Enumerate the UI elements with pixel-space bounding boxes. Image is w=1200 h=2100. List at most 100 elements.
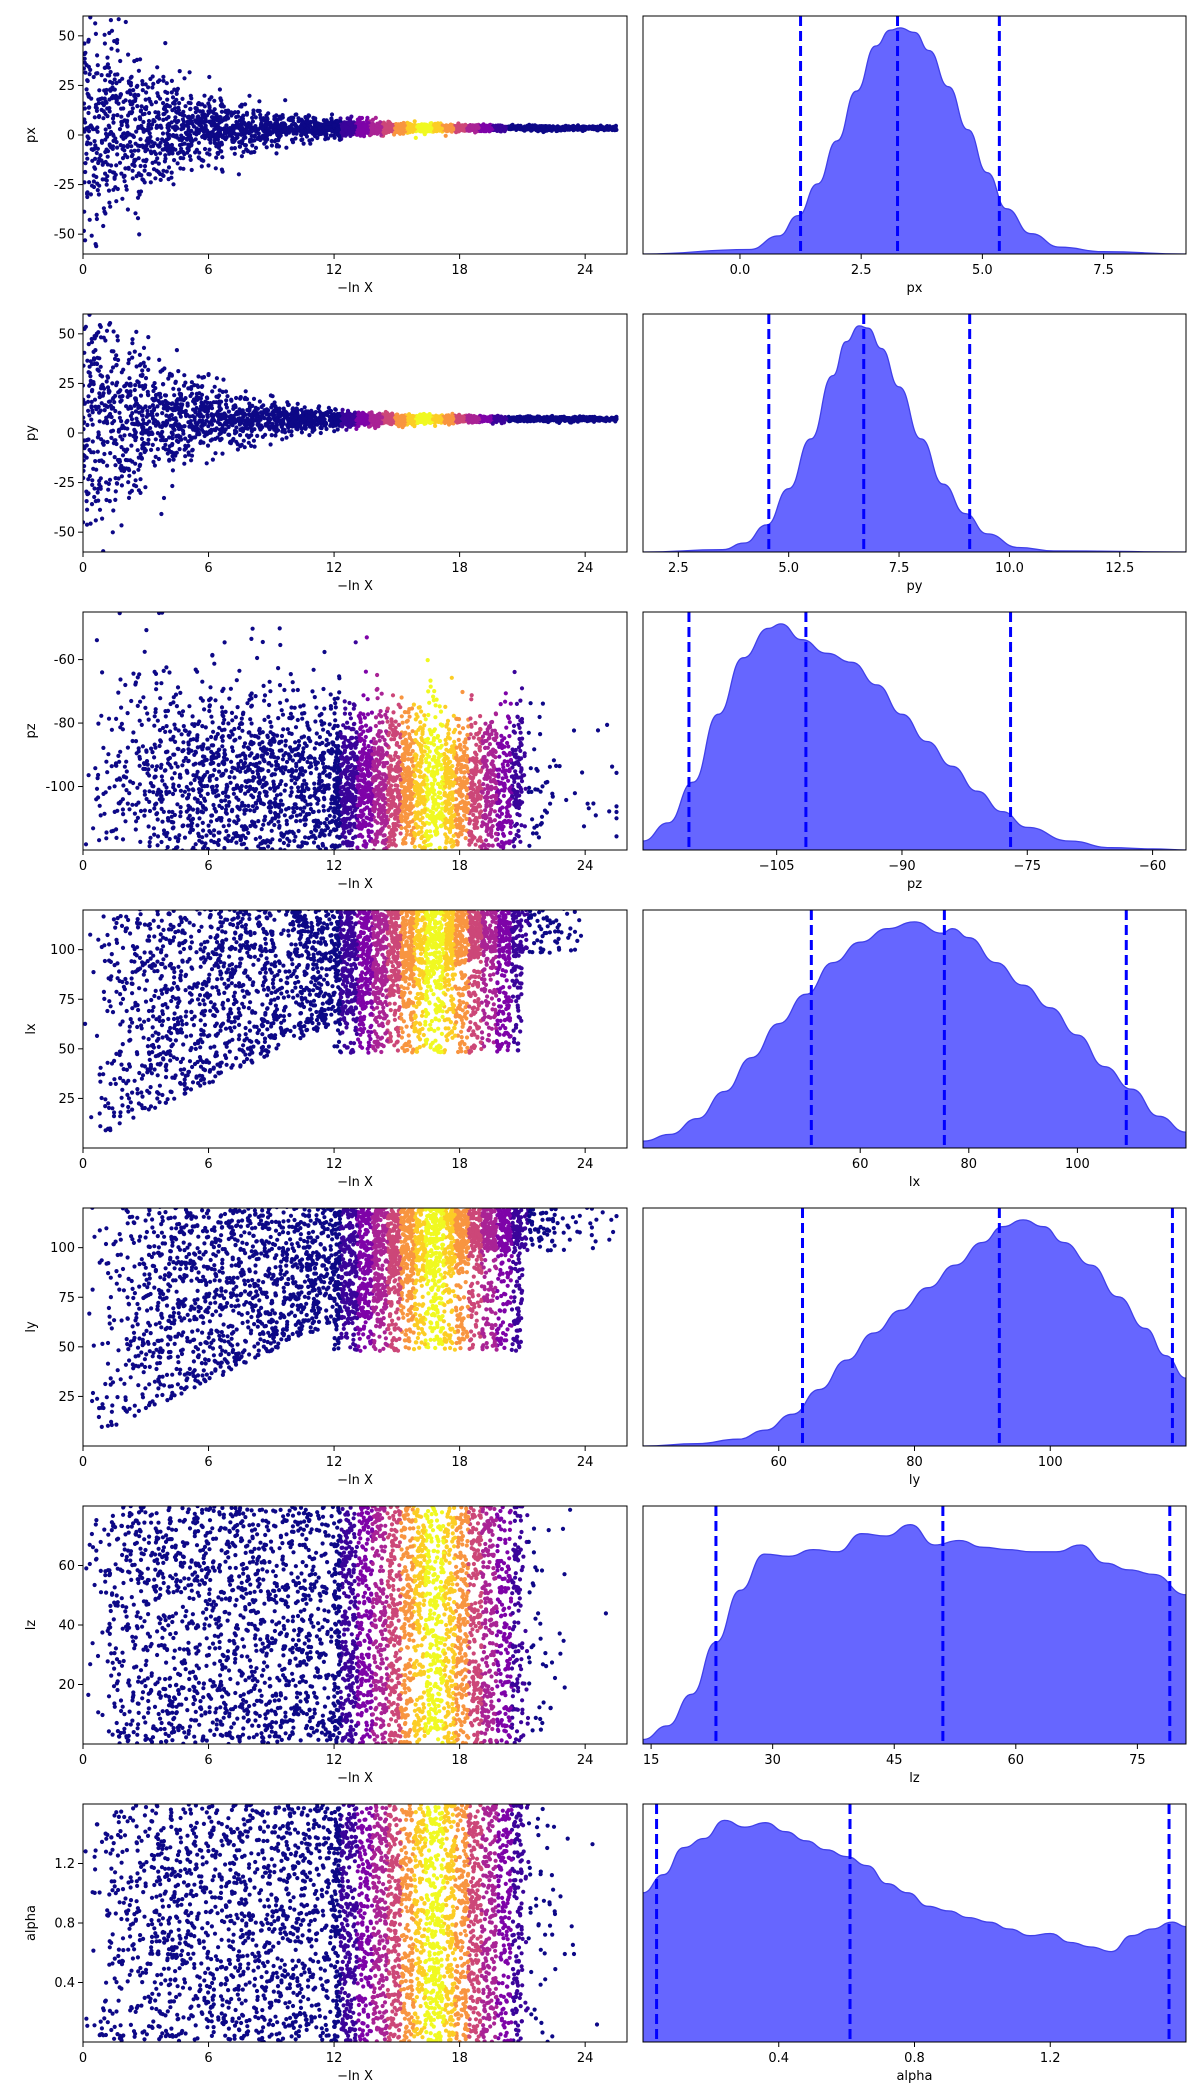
scatter-point [133,141,138,146]
scatter-point [236,172,241,177]
scatter-point [132,163,137,168]
scatter-point [83,66,86,71]
scatter-point [279,122,284,127]
scatter-point [127,376,132,381]
scatter-point [158,140,163,145]
scatter-point [114,100,119,105]
scatter-point [130,176,135,181]
scatter-point [112,400,117,405]
scatter-point [147,138,152,143]
scatter-point [289,433,294,438]
scatter-point [562,124,568,129]
scatter-point [108,87,113,93]
scatter-point [111,138,116,143]
scatter-point [119,171,124,176]
scatter-point [221,104,226,109]
scatter-point [194,120,199,125]
scatter-point [121,136,126,141]
scatter-point [158,96,163,101]
scatter-point [182,141,187,146]
scatter-point [264,113,269,118]
scatter-point [186,114,191,119]
scatter-point [158,395,163,400]
scatter-point [454,125,459,130]
scatter-point [151,143,156,149]
scatter-point [188,157,193,162]
scatter-point [279,424,284,429]
scatter-point [85,134,90,139]
scatter-point [136,171,141,176]
scatter-point [256,131,261,136]
scatter-point [92,486,97,491]
scatter-point [110,116,116,121]
scatter-point [136,156,141,161]
scatter-point [252,134,257,139]
scatter-point [158,151,163,156]
scatter-point [328,133,333,138]
scatter-point [128,110,133,115]
scatter-point [423,123,428,128]
scatter-point [112,175,117,180]
scatter-point [248,137,253,142]
scatter-point [93,21,98,26]
scatter-point [87,314,92,317]
scatter-point [172,87,177,92]
scatter-point [155,91,160,96]
scatter-point [158,177,163,182]
scatter-point [163,153,168,158]
scatter-point [299,130,304,135]
scatter-point [274,151,279,156]
scatter-point [140,143,145,148]
scatter-point [104,87,109,93]
scatter-point [107,142,112,147]
scatter-point [104,182,109,187]
scatter-point [114,81,119,86]
scatter-point [85,507,90,512]
scatter-point [294,112,299,117]
scatter-point [236,110,241,115]
scatter-point [250,119,255,124]
scatter-point [93,31,98,36]
scatter-point [115,145,120,150]
scatter-point [136,68,141,73]
scatter-point [492,124,498,130]
scatter-point [180,117,185,122]
scatter-point [153,110,158,115]
scatter-point [132,59,137,64]
scatter-point [114,353,119,358]
scatter-point [103,111,108,116]
scatter-point [164,81,169,86]
scatter-point [114,441,119,447]
scatter-point [163,89,168,94]
x-axis-label: −ln X [337,281,373,296]
scatter-point [217,115,223,120]
scatter-point [107,169,112,174]
scatter-point [300,120,305,125]
scatter-point [83,475,86,481]
scatter-point [182,76,187,81]
scatter-point [136,148,141,153]
scatter-point [111,329,116,334]
scatter-point [140,88,145,93]
scatter-point [333,407,338,412]
scatter-point [219,109,224,114]
scatter-point [96,192,101,197]
scatter-point [120,156,126,161]
scatter-point [84,499,89,504]
scatter-point [177,150,183,155]
scatter-point [145,408,150,413]
scatter-point [226,409,231,414]
scatter-point [129,149,134,154]
scatter-point [110,94,115,99]
scatter-point [133,409,139,414]
scatter-point [96,101,101,106]
scatter-point [173,115,178,120]
scatter-point [88,374,93,379]
scatter-point [175,161,180,166]
scatter-point [107,477,113,482]
scatter-point [144,143,149,148]
scatter-point [161,117,166,122]
scatter-point [97,323,102,328]
scatter-point [215,150,220,156]
scatter-point [109,369,114,374]
